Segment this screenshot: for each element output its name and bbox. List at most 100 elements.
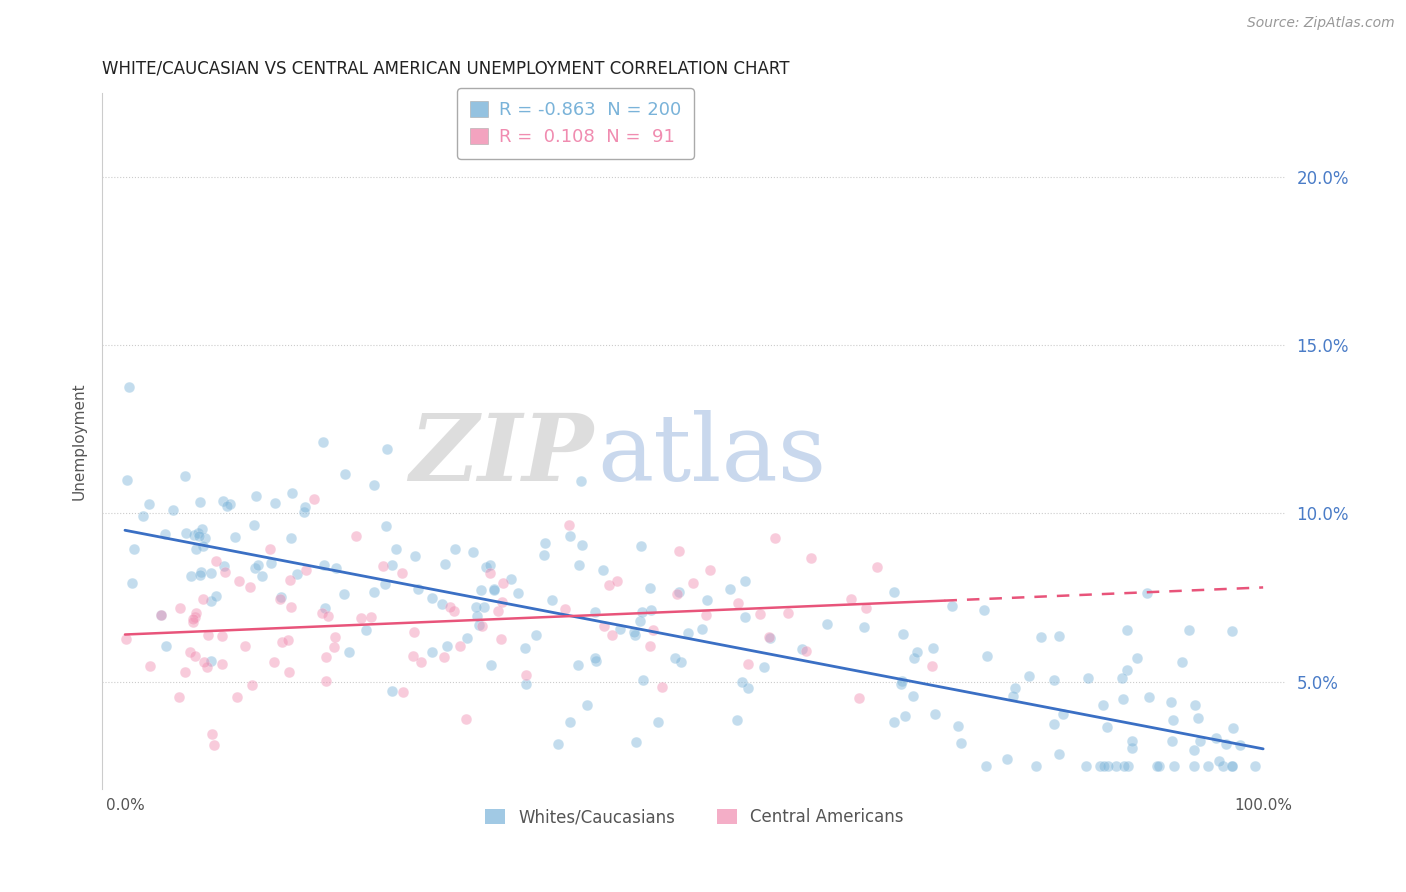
- Point: [484, 582, 506, 597]
- Point: [184, 606, 207, 620]
- Point: [475, 559, 498, 574]
- Point: [1116, 664, 1139, 678]
- Point: [883, 714, 905, 729]
- Point: [486, 604, 509, 618]
- Point: [1189, 734, 1212, 748]
- Point: [1004, 681, 1026, 695]
- Point: [974, 758, 997, 772]
- Point: [668, 585, 690, 599]
- Point: [1121, 734, 1143, 748]
- Point: [281, 486, 304, 500]
- Point: [226, 690, 249, 705]
- Point: [752, 659, 775, 673]
- Point: [890, 677, 912, 691]
- Point: [567, 558, 589, 572]
- Point: [1116, 758, 1139, 772]
- Point: [1187, 711, 1209, 725]
- Point: [491, 632, 513, 647]
- Point: [891, 673, 914, 688]
- Point: [631, 605, 654, 619]
- Point: [245, 489, 267, 503]
- Point: [292, 506, 315, 520]
- Point: [1135, 586, 1157, 600]
- Point: [533, 548, 555, 562]
- Point: [333, 467, 356, 481]
- Point: [725, 714, 748, 728]
- Point: [1112, 692, 1135, 706]
- Point: [344, 529, 367, 543]
- Point: [540, 592, 562, 607]
- Point: [1042, 716, 1064, 731]
- Point: [524, 628, 547, 642]
- Point: [585, 655, 607, 669]
- Point: [628, 615, 651, 629]
- Point: [184, 649, 207, 664]
- Point: [1163, 714, 1185, 728]
- Point: [1229, 738, 1251, 752]
- Point: [1125, 651, 1147, 665]
- Legend: Whites/Caucasians, Central Americans: Whites/Caucasians, Central Americans: [478, 802, 910, 833]
- Point: [734, 610, 756, 624]
- Point: [402, 648, 425, 663]
- Point: [311, 607, 333, 621]
- Point: [749, 607, 772, 621]
- Point: [439, 599, 461, 614]
- Point: [558, 517, 581, 532]
- Point: [211, 493, 233, 508]
- Point: [174, 525, 197, 540]
- Point: [115, 632, 138, 647]
- Point: [337, 645, 360, 659]
- Point: [855, 600, 877, 615]
- Point: [1149, 758, 1171, 772]
- Point: [891, 627, 914, 641]
- Point: [204, 590, 226, 604]
- Point: [567, 658, 589, 673]
- Point: [406, 582, 429, 597]
- Point: [1171, 655, 1194, 669]
- Point: [271, 635, 294, 649]
- Point: [950, 736, 973, 750]
- Point: [1092, 758, 1115, 772]
- Point: [247, 558, 270, 573]
- Point: [214, 566, 236, 580]
- Point: [381, 558, 404, 572]
- Point: [924, 706, 946, 721]
- Point: [641, 623, 664, 637]
- Point: [647, 715, 669, 730]
- Point: [569, 474, 592, 488]
- Point: [315, 674, 337, 689]
- Point: [651, 680, 673, 694]
- Text: Source: ZipAtlas.com: Source: ZipAtlas.com: [1247, 16, 1395, 30]
- Point: [325, 561, 347, 575]
- Point: [903, 651, 925, 665]
- Point: [295, 563, 318, 577]
- Point: [852, 620, 875, 634]
- Point: [167, 690, 190, 705]
- Point: [623, 628, 645, 642]
- Point: [188, 529, 211, 543]
- Point: [155, 640, 177, 654]
- Point: [239, 580, 262, 594]
- Point: [583, 605, 606, 619]
- Point: [240, 678, 263, 692]
- Point: [995, 752, 1018, 766]
- Point: [162, 503, 184, 517]
- Point: [363, 585, 385, 599]
- Point: [1146, 758, 1168, 772]
- Point: [381, 683, 404, 698]
- Point: [894, 708, 917, 723]
- Point: [409, 655, 432, 669]
- Y-axis label: Unemployment: Unemployment: [72, 383, 86, 500]
- Point: [583, 651, 606, 665]
- Point: [839, 592, 862, 607]
- Point: [1077, 671, 1099, 685]
- Point: [554, 602, 576, 616]
- Point: [515, 668, 537, 682]
- Point: [600, 628, 623, 642]
- Point: [1178, 623, 1201, 637]
- Point: [464, 600, 486, 615]
- Point: [122, 541, 145, 556]
- Point: [202, 739, 225, 753]
- Point: [228, 574, 250, 589]
- Point: [696, 593, 718, 607]
